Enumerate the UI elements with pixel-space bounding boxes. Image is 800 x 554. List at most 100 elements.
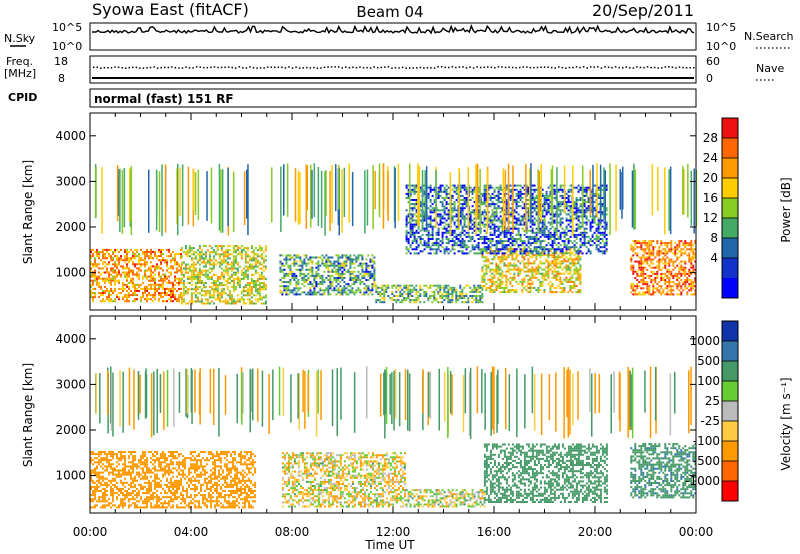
scatter-cell bbox=[220, 261, 223, 264]
scatter-cell bbox=[174, 255, 176, 258]
scatter-cell bbox=[106, 257, 108, 260]
scatter-cell bbox=[110, 281, 112, 284]
scatter-cell bbox=[411, 233, 414, 236]
scatter-cell bbox=[262, 284, 265, 287]
scatter-cell bbox=[194, 263, 197, 266]
scatter-cell bbox=[283, 287, 286, 290]
scatter-cell bbox=[493, 213, 496, 216]
scatter-cell bbox=[427, 242, 430, 245]
scatter-cell bbox=[427, 197, 430, 199]
scatter-cell bbox=[533, 197, 536, 199]
scatter-cell bbox=[447, 295, 450, 297]
scatter-cell bbox=[573, 229, 576, 232]
scatter-cell bbox=[513, 225, 516, 228]
scatter-cell bbox=[471, 209, 474, 212]
scatter-cell bbox=[297, 293, 300, 296]
scatter-cell bbox=[204, 261, 207, 264]
scatter-cell bbox=[632, 266, 635, 269]
scatter-cell bbox=[110, 269, 112, 272]
scatter-cell bbox=[184, 271, 187, 274]
scatter-cell bbox=[445, 207, 448, 210]
scatter-cell bbox=[138, 269, 140, 272]
scatter-cell bbox=[212, 265, 215, 268]
scatter-cell bbox=[295, 277, 298, 279]
scatter-cell bbox=[533, 276, 536, 279]
scatter-cell bbox=[333, 287, 336, 290]
scatter-cell bbox=[447, 225, 450, 228]
scatter-cell bbox=[431, 188, 434, 191]
scatter-cell bbox=[347, 285, 350, 288]
scatter-cell bbox=[648, 287, 651, 290]
scatter-cell bbox=[527, 270, 530, 273]
scatter-cell bbox=[559, 278, 562, 281]
scatter-cell bbox=[138, 285, 140, 288]
scatter-cell bbox=[214, 286, 217, 289]
scatter-cell bbox=[640, 268, 643, 271]
scatter-cell bbox=[112, 257, 114, 260]
scatter-cell bbox=[495, 270, 498, 273]
scatter-cell bbox=[642, 272, 645, 275]
scatter-cell bbox=[220, 249, 223, 252]
scatter-cell bbox=[547, 242, 550, 245]
scatter-cell bbox=[224, 271, 227, 274]
scatter-cell bbox=[505, 248, 508, 251]
scatter-cell bbox=[539, 221, 542, 224]
scatter-cell bbox=[409, 229, 412, 232]
scatter-cell bbox=[427, 223, 430, 226]
scatter-cell bbox=[401, 301, 404, 304]
scatter-cell bbox=[407, 194, 410, 197]
scatter-cell bbox=[587, 219, 590, 222]
scatter-cell bbox=[357, 289, 360, 292]
scatter-cell bbox=[569, 287, 572, 289]
scatter-cell bbox=[461, 231, 464, 234]
scatter-cell bbox=[198, 251, 201, 254]
scatter-cell bbox=[565, 219, 568, 222]
scatter-cell bbox=[493, 197, 496, 199]
scatter-cell bbox=[499, 272, 502, 275]
scatter-cell bbox=[230, 263, 233, 266]
scatter-cell bbox=[525, 254, 528, 257]
scatter-cell bbox=[405, 184, 408, 187]
scatter-cell bbox=[499, 242, 502, 245]
scatter-cell bbox=[523, 280, 526, 283]
scatter-cell bbox=[407, 240, 410, 243]
scatter-cell bbox=[547, 231, 550, 234]
scatter-cell bbox=[493, 291, 496, 294]
scatter-cell bbox=[104, 279, 106, 282]
scatter-cell bbox=[437, 293, 440, 295]
scatter-cell bbox=[493, 280, 496, 283]
scatter-cell bbox=[555, 258, 558, 261]
scatter-cell bbox=[603, 233, 606, 236]
scatter-cell bbox=[126, 294, 128, 297]
scatter-cell bbox=[222, 292, 225, 295]
scatter-cell bbox=[638, 274, 641, 277]
scatter-cell bbox=[642, 270, 645, 273]
scatter-cell bbox=[597, 223, 600, 226]
scatter-cell bbox=[299, 258, 302, 261]
scatter-cell bbox=[218, 245, 221, 248]
scatter-cell bbox=[375, 301, 378, 304]
scatter-cell bbox=[405, 217, 408, 220]
scatter-cell bbox=[533, 201, 536, 204]
scatter-cell bbox=[202, 273, 205, 276]
scatter-cell bbox=[509, 199, 512, 201]
scatter-cell bbox=[561, 190, 564, 193]
scatter-cell bbox=[126, 251, 128, 253]
scatter-cell bbox=[499, 233, 502, 236]
scatter-cell bbox=[415, 240, 418, 243]
scatter-cell bbox=[240, 298, 243, 301]
scatter-cell bbox=[433, 295, 436, 297]
scatter-cell bbox=[487, 197, 490, 199]
scatter-cell bbox=[230, 265, 233, 268]
scatter-cell bbox=[531, 203, 534, 206]
scatter-cell bbox=[264, 249, 267, 252]
scatter-cell bbox=[559, 184, 562, 187]
scatter-cell bbox=[433, 190, 436, 193]
scatter-cell bbox=[118, 269, 120, 272]
scatter-cell bbox=[493, 231, 496, 234]
scatter-cell bbox=[439, 217, 442, 220]
scatter-cell bbox=[140, 287, 142, 290]
scatter-cell bbox=[218, 292, 221, 295]
scatter-cell bbox=[311, 256, 314, 259]
scatter-cell bbox=[387, 284, 390, 287]
